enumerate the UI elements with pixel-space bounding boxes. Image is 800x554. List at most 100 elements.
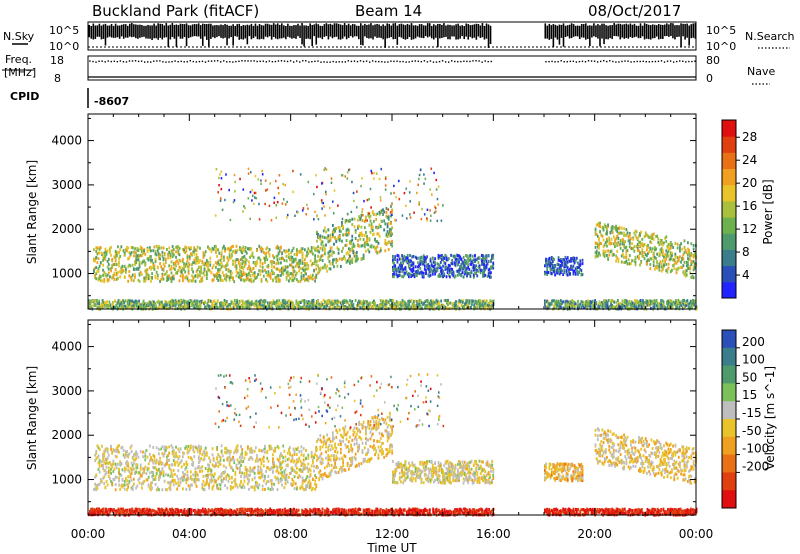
echo-cell: [574, 304, 577, 308]
echo-cell: [676, 302, 679, 306]
echo-cell: [549, 264, 552, 268]
echo-cell: [285, 249, 288, 253]
echo-cell: [469, 253, 472, 257]
echo-cell: [259, 273, 262, 277]
echo-cell: [203, 252, 206, 256]
station-title: Buckland Park (fitACF): [92, 2, 259, 20]
echo-cell: [328, 299, 331, 303]
echo-cell: [680, 265, 682, 269]
echo-cell: [188, 279, 191, 283]
echo-cell: [107, 305, 110, 309]
echo-cell: [207, 245, 209, 249]
echo-cell: [285, 254, 288, 258]
freq-dot: [548, 60, 550, 63]
echo-cell: [333, 265, 335, 269]
echo-cell: [683, 273, 686, 277]
echo-cell: [208, 299, 211, 303]
freq-dot: [147, 61, 149, 63]
echo-cell: [483, 268, 485, 272]
echo-cell: [245, 258, 248, 262]
echo-cell: [329, 303, 332, 307]
echo-cell: [202, 255, 205, 259]
echo-cell: [601, 303, 603, 307]
echo-cell: [423, 259, 426, 263]
echo-cell: [132, 306, 135, 310]
freq-dot: [566, 61, 568, 63]
echo-cell: [411, 305, 414, 309]
echo-cell: [282, 272, 285, 276]
echo-cell: [466, 306, 469, 310]
echo-cell: [652, 237, 655, 241]
echo-cell: [545, 271, 547, 275]
echo-cell: [394, 255, 397, 259]
echo-cell: [341, 239, 343, 243]
echo-cell: [277, 277, 280, 281]
echo-cell: [373, 304, 375, 308]
echo-cell: [686, 302, 689, 306]
echo-cell: [669, 251, 672, 255]
echo-cell: [294, 214, 296, 217]
echo-cell: [117, 245, 119, 249]
echo-cell: [679, 249, 681, 253]
echo-cell: [122, 249, 125, 253]
echo-cell: [122, 304, 124, 308]
freq-dot: [657, 60, 660, 63]
echo-cell: [150, 258, 152, 262]
echo-cell: [270, 300, 273, 304]
echo-cell: [130, 251, 133, 255]
echo-cell: [411, 263, 414, 267]
echo-cell: [482, 257, 484, 261]
echo-cell: [693, 251, 696, 255]
echo-cell: [628, 245, 631, 249]
echo-cell: [119, 275, 122, 279]
echo-cell: [248, 247, 250, 251]
echo-cell: [221, 264, 224, 268]
freq-dot: [688, 60, 690, 63]
freq-dot: [174, 60, 176, 62]
echo-cell: [192, 270, 195, 274]
echo-cell: [401, 303, 404, 307]
echo-cell: [398, 269, 401, 273]
echo-cell: [677, 256, 680, 260]
echo-cell: [645, 299, 648, 303]
echo-cell: [652, 232, 655, 236]
echo-cell: [226, 261, 229, 265]
echo-cell: [461, 305, 464, 309]
echo-cell: [619, 246, 622, 250]
echo-cell: [275, 277, 278, 281]
echo-cell: [386, 230, 389, 234]
echo-cell: [615, 237, 617, 241]
echo-cell: [383, 228, 386, 232]
echo-cell: [263, 300, 266, 304]
echo-cell: [216, 300, 219, 304]
echo-cell: [463, 270, 466, 274]
echo-cell: [150, 267, 152, 271]
echo-cell: [265, 270, 268, 274]
freq-dot: [651, 60, 654, 63]
echo-cell: [376, 304, 379, 308]
echo-cell: [167, 277, 169, 281]
echo-cell: [334, 299, 337, 303]
echo-cell: [267, 265, 270, 269]
echo-cell: [136, 246, 139, 250]
echo-cell: [293, 304, 295, 308]
echo-cell: [158, 244, 160, 248]
echo-cell: [234, 264, 237, 268]
echo-cell: [488, 267, 491, 271]
echo-cell: [631, 259, 633, 263]
echo-cell: [349, 254, 351, 258]
echo-cell: [232, 249, 234, 253]
echo-cell: [317, 245, 319, 249]
echo-cell: [215, 245, 217, 249]
echo-cell: [331, 299, 334, 303]
echo-cell: [472, 266, 475, 270]
echo-cell: [551, 299, 554, 303]
echo-cell: [123, 275, 126, 279]
echo-cell: [339, 264, 342, 268]
echo-cell: [445, 258, 448, 262]
echo-cell: [579, 259, 582, 263]
echo-cell: [610, 242, 613, 246]
echo-cell: [315, 267, 318, 271]
echo-cell: [464, 259, 467, 263]
echo-cell: [387, 215, 390, 219]
